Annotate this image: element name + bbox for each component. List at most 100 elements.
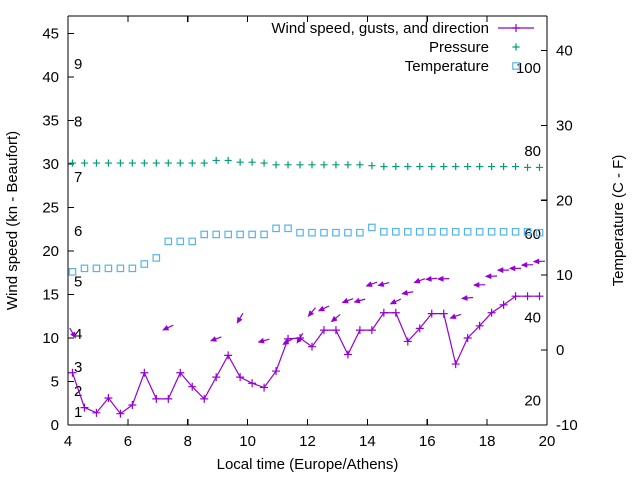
x-axis-title: Local time (Europe/Athens) — [217, 456, 399, 473]
wind-speed-point — [367, 326, 376, 335]
x-tick-label: 18 — [479, 433, 496, 450]
gust-direction-arrow — [353, 297, 366, 304]
temperature-point — [439, 228, 448, 236]
beaufort-label: 8 — [74, 113, 82, 130]
y2-tick-label: 40 — [556, 42, 573, 59]
gust-direction-arrow — [484, 273, 498, 280]
temperature-point — [104, 264, 113, 273]
wind-speed-point — [319, 326, 328, 335]
temperature-point — [296, 228, 304, 237]
temperature-point — [475, 228, 484, 236]
temperature-point — [499, 228, 508, 236]
temperature-point — [368, 223, 376, 232]
wind-speed-point — [248, 379, 257, 388]
temperature-point — [212, 230, 220, 239]
gust-direction-arrow — [330, 313, 341, 323]
pressure-point — [140, 159, 148, 167]
y-tick-label: 30 — [42, 156, 59, 173]
gust-direction-arrow — [401, 289, 414, 296]
wind-speed-line — [71, 295, 540, 415]
y2-tick-label: -10 — [556, 417, 578, 434]
gust-direction-arrow — [460, 295, 474, 301]
pressure-point — [128, 159, 136, 167]
wind-speed-point — [391, 308, 400, 317]
wind-speed-point — [307, 342, 316, 351]
x-tick-label: 8 — [184, 433, 192, 450]
temperature-point — [487, 228, 496, 236]
y-tick-label: 40 — [42, 69, 59, 86]
wind-speed-point — [236, 373, 245, 382]
pressure-point — [164, 159, 172, 167]
x-tick-label: 12 — [299, 433, 316, 450]
y-axis-title: Wind speed (kn - Beaufort) — [4, 131, 21, 310]
pressure-point — [248, 158, 256, 166]
wind-speed-point — [343, 350, 352, 359]
gust-direction-arrow — [449, 313, 462, 320]
pressure-point — [224, 156, 232, 165]
temperature-point — [128, 264, 137, 273]
pressure-point — [236, 158, 244, 166]
temperature-point — [415, 228, 424, 236]
wind-speed-point — [104, 394, 113, 403]
fahrenheit-label: 80 — [524, 143, 541, 160]
temperature-point — [152, 254, 161, 262]
beaufort-label: 6 — [74, 223, 82, 240]
temperature-point — [248, 230, 256, 239]
wind-speed-point — [152, 394, 161, 403]
pressure-point — [272, 161, 280, 169]
wind-speed-point — [451, 360, 460, 369]
gust-direction-arrow — [413, 277, 426, 284]
legend-label-1: Pressure — [429, 39, 489, 56]
x-tick-label: 4 — [64, 433, 72, 450]
pressure-point — [80, 159, 89, 167]
x-tick-label: 16 — [419, 433, 436, 450]
temperature-point — [308, 228, 316, 237]
pressure-point — [428, 162, 436, 171]
gust-direction-arrow — [472, 282, 486, 288]
wind-speed-point — [487, 308, 496, 317]
pressure-point — [499, 162, 508, 171]
gust-direction-arrow — [365, 281, 378, 287]
wind-speed-point — [80, 403, 89, 412]
x-tick-label: 14 — [359, 433, 376, 450]
temperature-point — [236, 230, 244, 239]
pressure-point — [416, 162, 424, 171]
wind-speed-point — [535, 292, 544, 301]
wind-speed-point — [355, 326, 364, 335]
wind-speed-point — [260, 383, 269, 392]
wind-speed-point — [379, 308, 388, 317]
pressure-point — [380, 162, 388, 171]
wind-speed-point — [439, 309, 448, 318]
y-tick-label: 45 — [42, 25, 59, 42]
pressure-point — [260, 159, 268, 167]
pressure-point — [152, 159, 160, 167]
x-tick-label: 6 — [124, 433, 132, 450]
pressure-point — [176, 159, 184, 167]
wind-speed-point — [200, 394, 209, 403]
temperature-point — [68, 268, 77, 276]
temperature-point — [356, 228, 364, 237]
gust-direction-arrow — [341, 297, 354, 304]
beaufort-label: 4 — [74, 326, 82, 343]
temperature-point — [320, 228, 328, 237]
wind-speed-point — [463, 333, 472, 342]
pressure-point — [308, 161, 316, 169]
temperature-point — [427, 228, 436, 236]
legend-sample-plus — [512, 24, 520, 32]
gust-direction-arrow — [69, 327, 76, 339]
gust-direction-arrow — [436, 275, 450, 282]
temperature-point — [284, 224, 292, 233]
pressure-point — [464, 162, 472, 171]
gust-direction-arrow — [425, 275, 438, 282]
temperature-point — [200, 230, 209, 239]
wind-speed-point — [128, 400, 137, 409]
wind-speed-point — [140, 368, 149, 377]
pressure-point — [404, 162, 412, 171]
y-tick-label: 0 — [51, 417, 59, 434]
temperature-point — [188, 237, 197, 246]
wind-speed-point — [427, 309, 436, 318]
gust-direction-arrow — [282, 338, 294, 345]
pressure-point — [535, 163, 544, 172]
y2-tick-label: 30 — [556, 117, 573, 134]
